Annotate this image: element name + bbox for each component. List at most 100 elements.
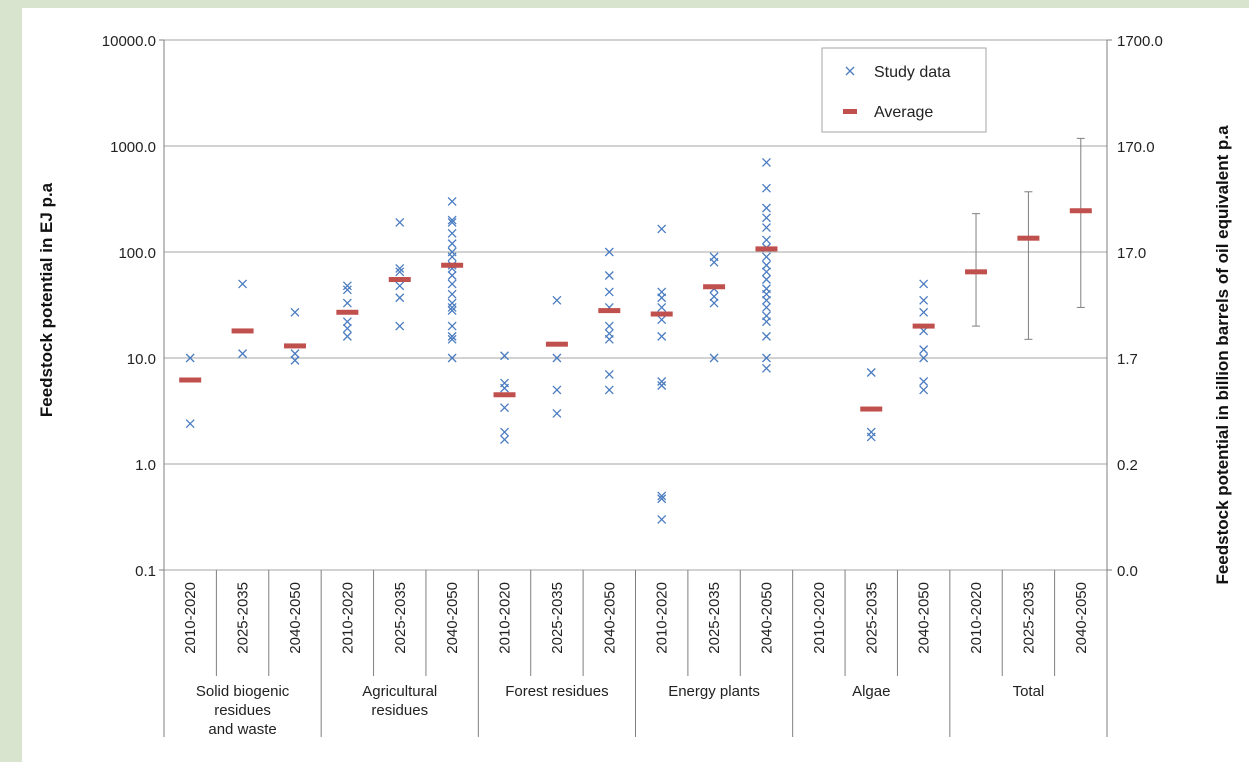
- y-tick-label-right: 1.7: [1117, 351, 1138, 368]
- study-data-point: [657, 514, 667, 524]
- study-data-point: [866, 368, 876, 377]
- period-label: 2040-2050: [1073, 582, 1090, 654]
- study-data-point: [604, 247, 614, 257]
- period-label: 2025-2035: [549, 582, 566, 654]
- study-data-point: [762, 331, 771, 341]
- study-data-point: [657, 377, 667, 386]
- group-label: residues: [214, 702, 271, 719]
- study-data-point: [919, 377, 929, 386]
- period-label: 2040-2050: [444, 582, 461, 654]
- y-tick-label-left: 10.0: [127, 351, 156, 368]
- study-data-point: [657, 315, 667, 325]
- study-data-point: [447, 228, 457, 238]
- study-data-point: [500, 435, 509, 445]
- study-data-point: [447, 331, 457, 341]
- study-data-point: [342, 317, 352, 327]
- group-label: Forest residues: [505, 683, 608, 700]
- period-label: 2040-2050: [758, 582, 775, 654]
- study-data-point: [447, 298, 457, 308]
- study-data-point: [500, 403, 509, 413]
- study-data-point: [395, 321, 405, 331]
- y-tick-label-right: 0.0: [1117, 563, 1138, 580]
- study-data-point: [762, 275, 771, 284]
- study-data-point: [447, 353, 457, 363]
- average-marker: [755, 246, 778, 252]
- average-marker: [598, 308, 621, 314]
- study-data-point: [762, 183, 771, 193]
- study-data-point: [657, 381, 667, 390]
- group-label: and waste: [208, 721, 276, 738]
- study-data-point: [447, 217, 457, 227]
- period-label: 2025-2035: [392, 582, 409, 654]
- study-data-point: [342, 298, 352, 308]
- group-label: Energy plants: [668, 683, 760, 700]
- study-data-point: [762, 252, 771, 262]
- study-data-point: [604, 334, 614, 344]
- study-data-point: [604, 287, 614, 297]
- study-data-point: [447, 334, 457, 344]
- period-label: 2010-2020: [654, 582, 671, 654]
- study-data-point: [500, 351, 509, 361]
- study-data-point: [657, 491, 667, 501]
- average-marker: [650, 311, 673, 317]
- period-label: 2025-2035: [863, 582, 880, 654]
- average-marker: [965, 269, 988, 275]
- study-data-point: [762, 213, 771, 223]
- study-data-point: [762, 260, 771, 270]
- period-label: 2025-2035: [235, 582, 252, 654]
- study-data-point: [447, 306, 457, 316]
- study-data-point: [762, 363, 771, 373]
- study-data-point: [762, 223, 771, 233]
- y-tick-label-right: 1700.0: [1117, 33, 1163, 50]
- study-data-point: [290, 307, 300, 317]
- y-axis-title-left: Feedstock potential in EJ p.a: [37, 182, 56, 417]
- study-data-point: [185, 419, 195, 429]
- study-data-point: [395, 217, 405, 227]
- group-label: Total: [1013, 683, 1045, 700]
- legend-average-marker: [843, 109, 857, 114]
- study-data-point: [238, 279, 248, 289]
- average-marker: [283, 343, 306, 349]
- study-data-point: [762, 302, 771, 312]
- period-label: 2010-2020: [497, 582, 514, 654]
- study-data-point: [919, 353, 929, 363]
- study-data-point: [395, 293, 405, 303]
- y-tick-label-right: 0.2: [1117, 457, 1138, 474]
- study-data-point: [762, 317, 771, 327]
- study-data-point: [185, 353, 195, 363]
- period-label: 2010-2020: [182, 582, 199, 654]
- average-marker: [912, 323, 935, 329]
- study-data-point: [604, 385, 614, 395]
- legend-study-marker: [845, 66, 855, 76]
- y-tick-label-right: 170.0: [1117, 139, 1155, 156]
- y-tick-label-left: 10000.0: [102, 33, 156, 50]
- y-tick-label-right: 17.0: [1117, 245, 1146, 262]
- average-marker: [388, 277, 411, 283]
- study-data-point: [447, 279, 457, 289]
- average-marker: [493, 392, 516, 398]
- study-data-point: [604, 321, 614, 331]
- study-data-point: [919, 295, 929, 305]
- study-data-point: [447, 215, 457, 225]
- y-tick-label-left: 100.0: [118, 245, 156, 262]
- study-data-point: [657, 302, 667, 312]
- average-marker: [1017, 235, 1040, 241]
- period-label: 2040-2050: [287, 582, 304, 654]
- study-data-point: [709, 292, 719, 302]
- study-data-point: [919, 345, 929, 355]
- study-data-point: [342, 331, 352, 341]
- study-data-point: [762, 157, 771, 167]
- average-marker: [703, 284, 726, 290]
- average-marker: [231, 328, 254, 334]
- study-data-point: [447, 252, 457, 262]
- average-marker: [336, 309, 359, 315]
- study-data-point: [342, 285, 352, 295]
- study-data-point: [342, 281, 352, 291]
- study-data-point: [290, 355, 300, 365]
- study-data-point: [709, 298, 719, 308]
- study-data-point: [919, 307, 929, 317]
- average-marker: [179, 377, 202, 383]
- study-data-point: [866, 432, 876, 442]
- average-marker: [545, 341, 568, 347]
